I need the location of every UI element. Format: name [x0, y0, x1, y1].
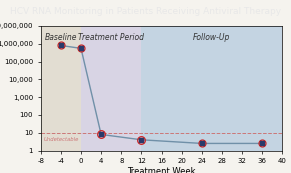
Text: HCV RNA Monitoring in Patients Receiving Antiviral Therapy: HCV RNA Monitoring in Patients Receiving… — [10, 7, 281, 16]
Bar — [41, 26, 81, 151]
Text: Follow-Up: Follow-Up — [193, 33, 230, 42]
X-axis label: Treatment Week: Treatment Week — [127, 167, 196, 173]
Text: Baseline: Baseline — [45, 33, 77, 42]
Text: Undetectable: Undetectable — [43, 137, 79, 142]
Bar — [81, 26, 141, 151]
Text: Treatment Period: Treatment Period — [78, 33, 144, 42]
Bar — [141, 26, 282, 151]
